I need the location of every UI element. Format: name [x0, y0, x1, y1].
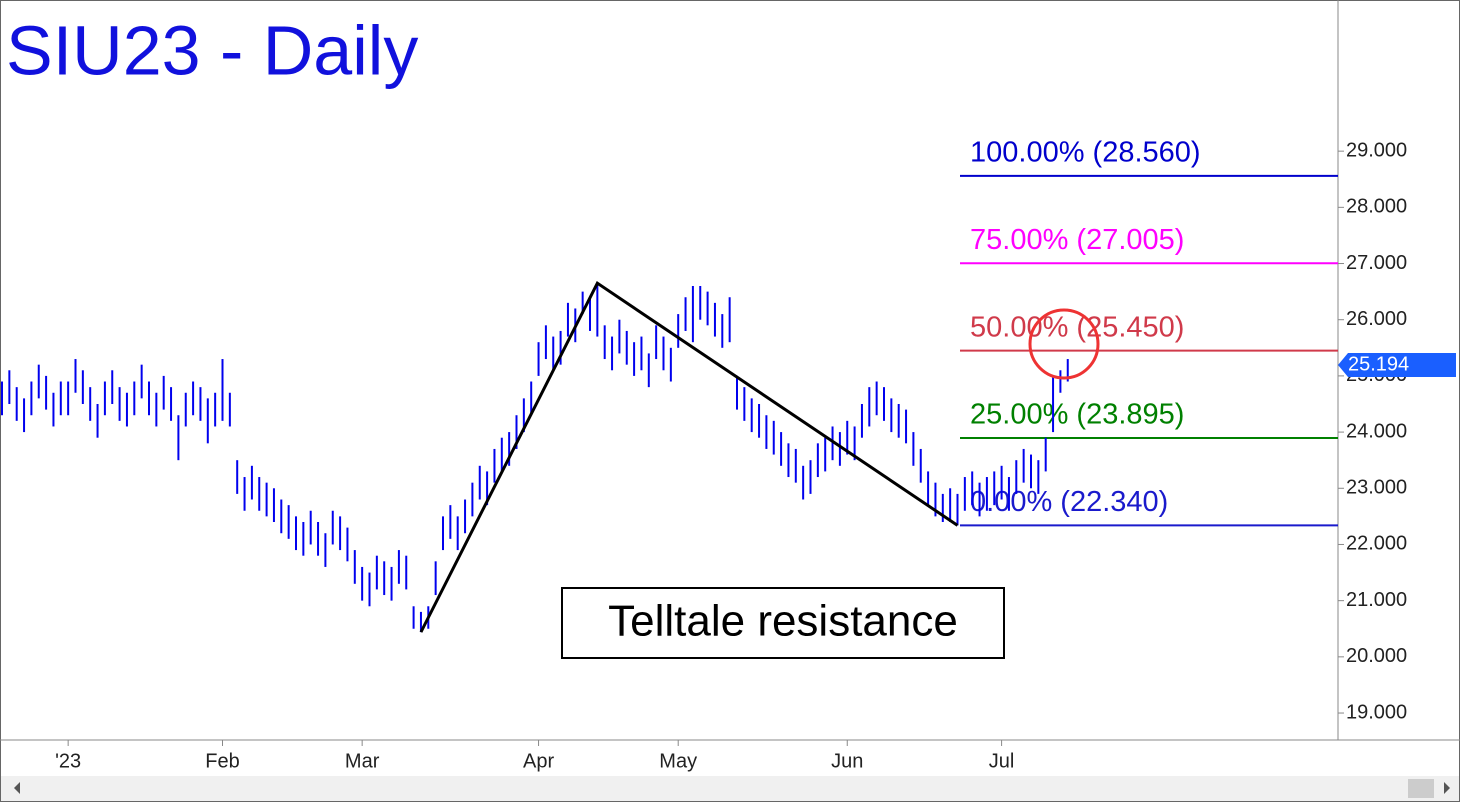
fib-label: 75.00% (27.005) — [970, 224, 1184, 256]
y-tick-label: 26.000 — [1346, 308, 1407, 330]
scrollbar[interactable] — [1, 776, 1459, 801]
y-tick-label: 24.000 — [1346, 420, 1407, 442]
x-tick-label: Jul — [989, 750, 1015, 772]
y-tick-label: 28.000 — [1346, 196, 1407, 218]
fib-label: 25.00% (23.895) — [970, 399, 1184, 431]
annotation: Telltale resistance — [608, 597, 958, 646]
y-tick-label: 29.000 — [1346, 139, 1407, 161]
scroll-right[interactable] — [1444, 782, 1450, 794]
scroll-left[interactable] — [14, 782, 20, 794]
y-tick-label: 22.000 — [1346, 533, 1407, 555]
last-price-badge — [1338, 352, 1456, 377]
chart-title: SIU23 - Daily — [6, 11, 418, 89]
trend-line — [419, 280, 959, 633]
y-tick-label: 20.000 — [1346, 645, 1407, 667]
y-tick-label: 19.000 — [1346, 701, 1407, 723]
y-tick-label: 27.000 — [1346, 252, 1407, 274]
fib-label: 100.00% (28.560) — [970, 137, 1201, 169]
x-tick-label: May — [659, 750, 697, 772]
x-tick-label: Jun — [831, 750, 863, 772]
y-tick-label: 23.000 — [1346, 477, 1407, 499]
y-tick-label: 21.000 — [1346, 589, 1407, 611]
annotation-box — [561, 587, 1005, 659]
x-tick-label: Mar — [345, 750, 380, 772]
fib-label: 0.00% (22.340) — [970, 486, 1168, 518]
x-tick-label: Apr — [523, 750, 554, 772]
last-price-label: 25.194 — [1348, 353, 1409, 375]
fib-label: 50.00% (25.450) — [970, 311, 1184, 343]
x-tick-label: '23 — [55, 750, 81, 772]
x-tick-label: Feb — [205, 750, 239, 772]
scroll-thumb[interactable] — [1408, 779, 1434, 798]
highlight-circle — [1028, 308, 1100, 380]
